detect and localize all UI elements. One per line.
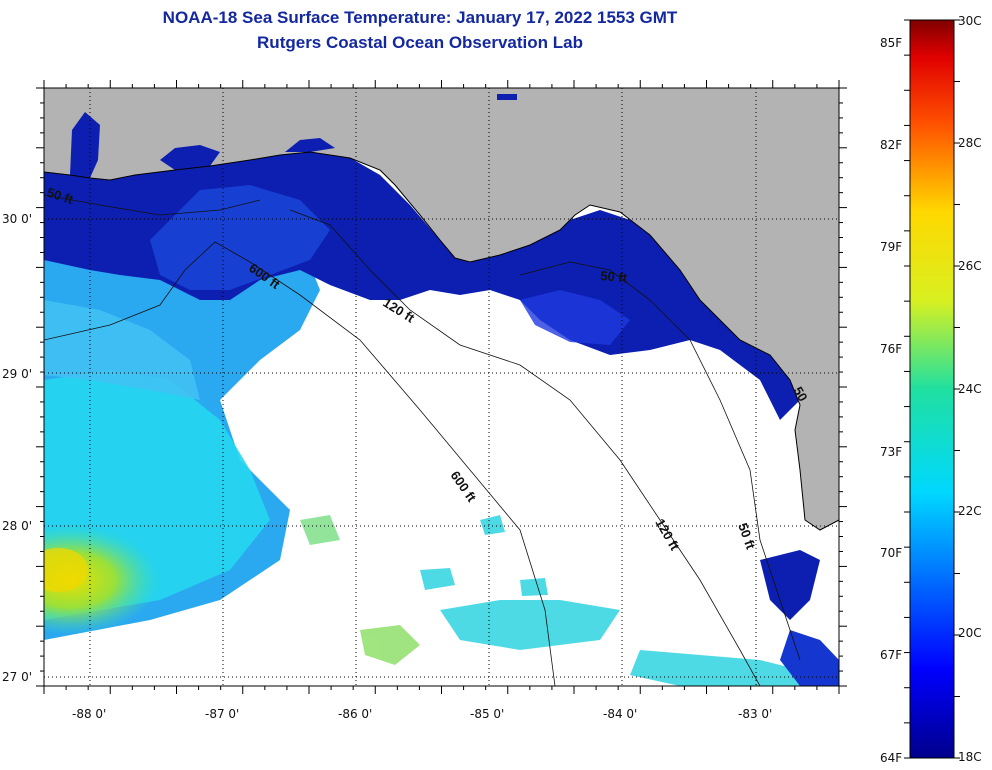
colorbar-f-label: 76F — [880, 342, 902, 356]
lon-label: -87 0' — [205, 707, 239, 721]
se-cold-water — [760, 550, 820, 620]
lon-label: -83 0' — [738, 707, 772, 721]
colorbar-c-label: 18C — [958, 750, 982, 764]
bay-water — [70, 112, 100, 178]
colorbar-c-label: 20C — [958, 626, 982, 640]
colorbar-f-label: 85F — [880, 36, 902, 50]
lon-label: -84 0' — [603, 707, 637, 721]
colorbar-ticks — [904, 19, 960, 759]
colorbar-f-label: 73F — [880, 445, 902, 459]
lat-label: 29 0' — [2, 367, 32, 381]
colorbar-c-label: 30C — [958, 14, 982, 28]
panhandle-blue — [520, 290, 630, 345]
colorbar-c-label: 26C — [958, 259, 982, 273]
contour-50ft-east — [519, 261, 801, 661]
chart-subtitle: Rutgers Coastal Ocean Observation Lab — [257, 33, 583, 52]
lat-label: 27 0' — [2, 670, 32, 684]
contour-label: 50 ft — [600, 268, 629, 285]
coastline — [44, 151, 839, 531]
colorbar-f-label: 79F — [880, 240, 902, 254]
sst-map: 50 ft 600 ft 120 ft 50 ft 50 600 ft 120 … — [2, 80, 847, 721]
colorbar-f-label: 70F — [880, 546, 902, 560]
contour-120ft — [289, 209, 761, 686]
colorbar-f-label: 82F — [880, 138, 902, 152]
lon-label: -88 0' — [72, 707, 106, 721]
colorbar-c-label: 24C — [958, 382, 982, 396]
colorbar-c-label: 28C — [958, 136, 982, 150]
colorbar-gradient — [909, 19, 955, 759]
inland-lake — [497, 94, 517, 100]
lat-label: 28 0' — [2, 519, 32, 533]
contour-label: 50 — [790, 384, 810, 404]
bay-water-2 — [160, 145, 220, 170]
lon-label: -86 0' — [338, 707, 372, 721]
land-mass — [44, 88, 839, 530]
coastal-mid-blue — [150, 185, 330, 290]
colorbar-c-label: 22C — [958, 504, 982, 518]
contour-600ft — [44, 241, 556, 686]
lon-label: -85 0' — [470, 707, 504, 721]
graticule — [36, 80, 847, 694]
western-light-blue — [44, 300, 200, 400]
lat-label: 30 0' — [2, 212, 32, 226]
colorbar-f-label: 67F — [880, 648, 902, 662]
contour-50ft-west — [44, 194, 261, 216]
bay-water-3 — [285, 138, 335, 152]
chart-title: NOAA-18 Sea Surface Temperature: January… — [162, 8, 678, 27]
colorbar-f-label: 64F — [880, 751, 902, 765]
warm-core — [44, 548, 88, 592]
